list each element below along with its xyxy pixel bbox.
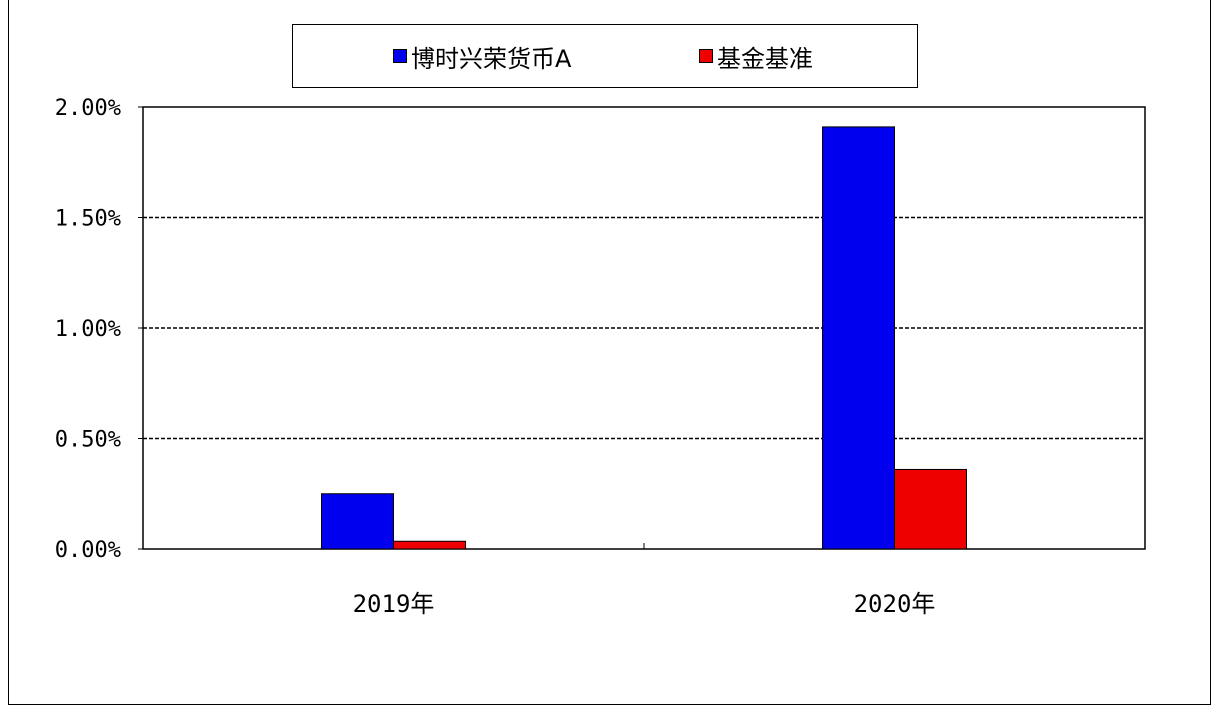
- bar-1-2020年: [822, 126, 895, 550]
- legend-swatch-series-2: [699, 49, 713, 63]
- chart-legend: 博时兴荣货币A 基金基准: [292, 24, 918, 88]
- bar-2-2020年: [894, 468, 967, 550]
- legend-swatch-series-1: [393, 49, 407, 63]
- legend-item-series-2: 基金基准: [699, 25, 813, 87]
- chart-frame: [8, 0, 1211, 705]
- legend-item-series-1: 博时兴荣货币A: [393, 25, 571, 87]
- y-tick-label: 1.50%: [55, 207, 121, 232]
- y-tick-label: 2.00%: [55, 96, 121, 121]
- y-tick-label: 0.00%: [55, 538, 121, 563]
- x-tick-label: 2019年: [353, 590, 435, 618]
- bar-2-2019年: [393, 540, 466, 550]
- legend-label-series-2: 基金基准: [717, 44, 813, 73]
- x-tick-label: 2020年: [854, 590, 936, 618]
- bar-1-2019年: [321, 493, 394, 550]
- legend-label-series-1: 博时兴荣货币A: [411, 44, 572, 73]
- y-tick-label: 0.50%: [55, 428, 121, 453]
- y-tick-label: 1.00%: [55, 317, 121, 342]
